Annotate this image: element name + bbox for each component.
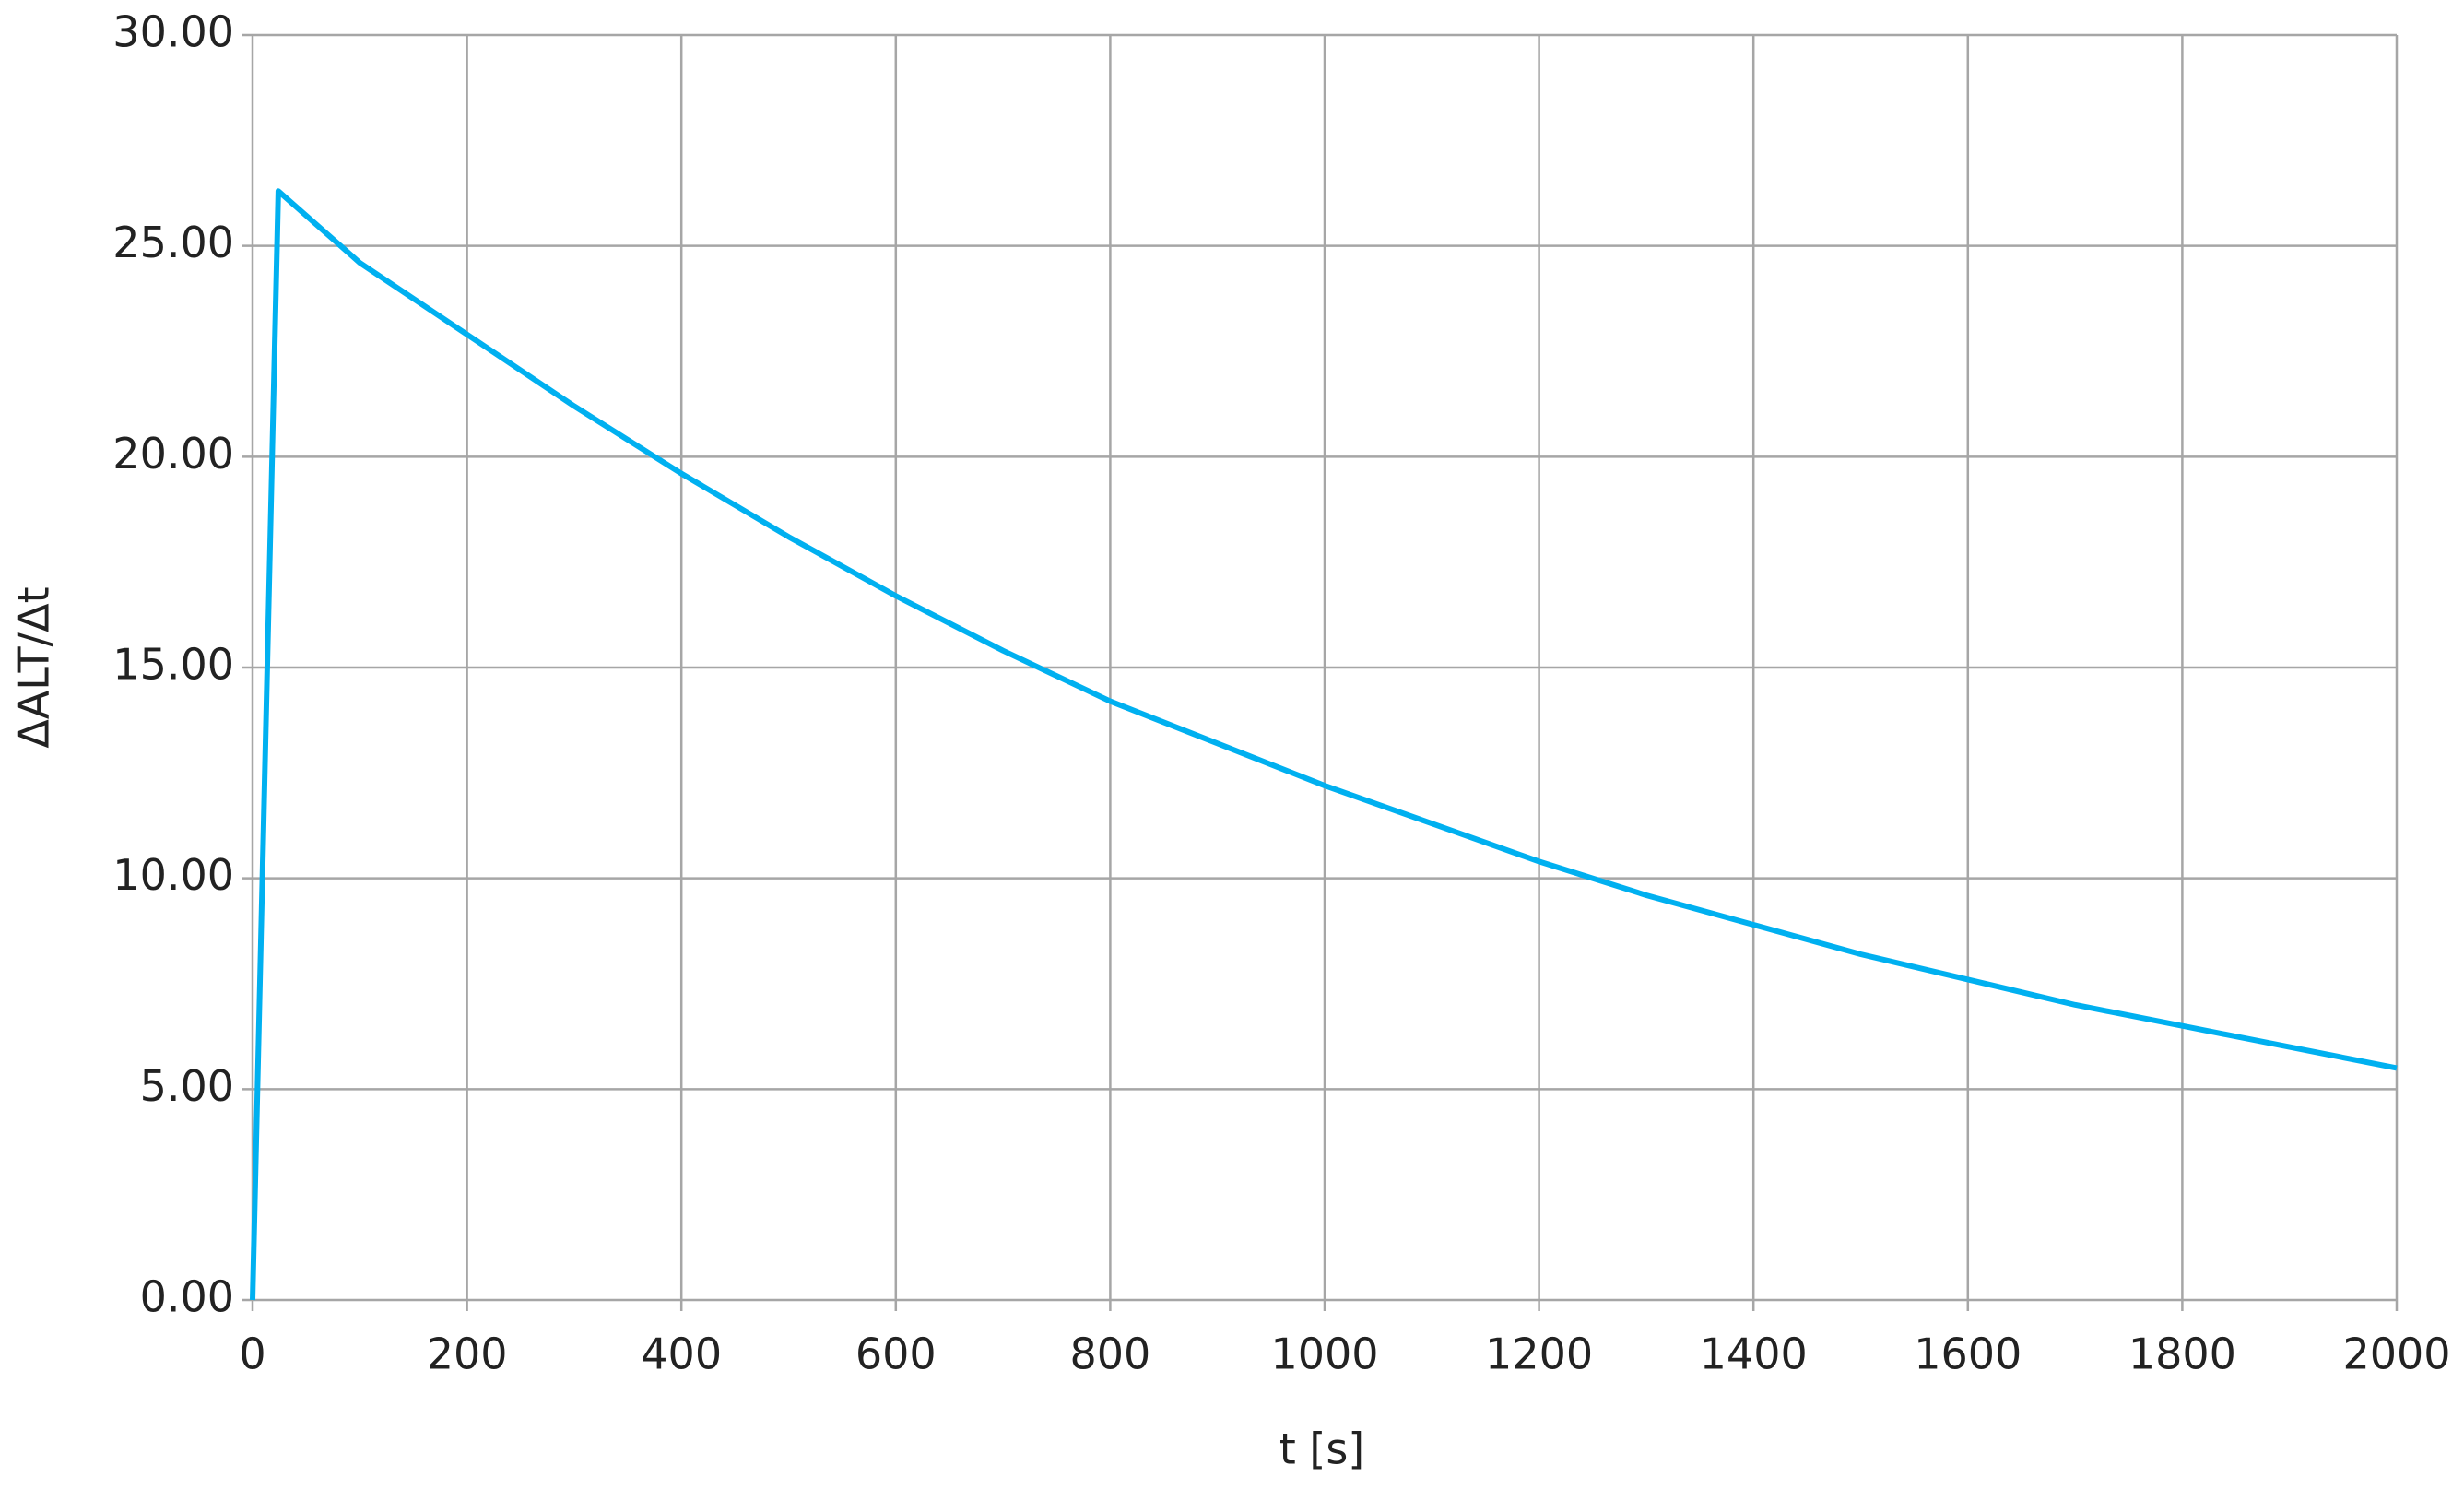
x-tick-label: 400 [641, 1329, 722, 1379]
y-tick-label: 10.00 [112, 850, 234, 900]
y-tick-label: 0.00 [140, 1272, 234, 1322]
x-tick-label: 1400 [1700, 1329, 1808, 1379]
x-tick-label: 0 [239, 1329, 265, 1379]
y-tick-label: 30.00 [112, 7, 234, 57]
x-tick-label: 1600 [1914, 1329, 2022, 1379]
x-axis-label: t [s] [1279, 1424, 1365, 1474]
x-tick-label: 1800 [2128, 1329, 2236, 1379]
data-line [250, 188, 2398, 1301]
x-tick-label: 200 [427, 1329, 508, 1379]
y-tick-label: 20.00 [112, 429, 234, 479]
x-tick-label: 1200 [1485, 1329, 1593, 1379]
x-tick-label: 2000 [2342, 1329, 2450, 1379]
y-tick-label: 5.00 [140, 1061, 234, 1111]
y-tick-label: 25.00 [112, 218, 234, 267]
y-axis-label: ΔALT/Δt [9, 586, 59, 748]
y-tick-label: 15.00 [112, 640, 234, 690]
x-tick-label: 600 [855, 1329, 937, 1379]
x-tick-label: 1000 [1270, 1329, 1378, 1379]
x-tick-label: 800 [1069, 1329, 1150, 1379]
